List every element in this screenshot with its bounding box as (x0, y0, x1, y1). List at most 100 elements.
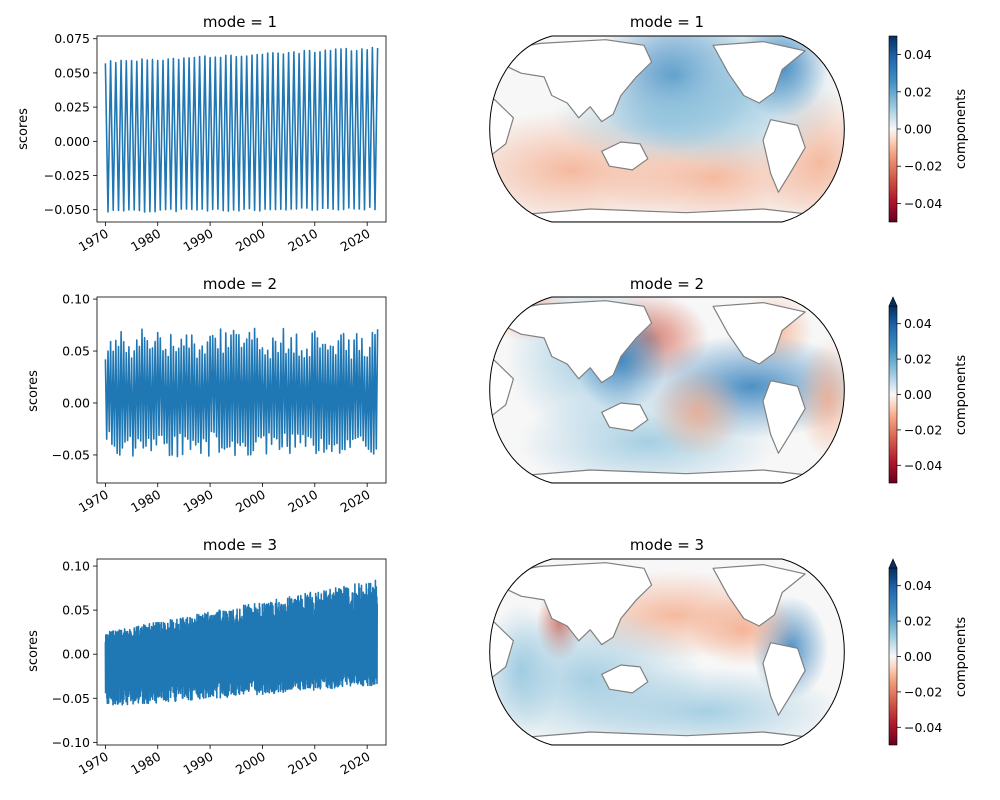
map-outline (489, 35, 845, 223)
map-outline (489, 296, 845, 484)
land-mass (601, 402, 649, 432)
colorbar-tick-label: 0.04 (904, 47, 932, 62)
y-tick-label: 0.075 (54, 31, 90, 46)
colorbar-tick-label: 0.02 (904, 352, 932, 367)
land-mass (808, 298, 841, 313)
map-outline (489, 558, 845, 746)
colorbar: 0.04 0.02 0.00 −0.02 −0.04 (888, 558, 942, 746)
scores-panel-3: mode = 3 scores −0.10 −0.05 0.00 0.05 0.10 19… (26, 536, 387, 778)
map-area (489, 558, 845, 746)
colorbar-tick-label: 0.04 (904, 316, 932, 331)
colorbar: 0.04 0.02 0.00 −0.02 −0.04 (888, 35, 942, 223)
map-title: mode = 2 (630, 275, 704, 293)
axes-frame (96, 558, 387, 746)
x-tick-label: 1980 (128, 749, 163, 778)
colorbar-tick-label: −0.04 (904, 458, 942, 473)
land-mass (762, 119, 806, 193)
x-tick-label: 2020 (338, 226, 373, 255)
scores-plot-area: −0.05 0.00 0.05 0.10 1970 1980 1990 2000 2010 202… (52, 292, 387, 516)
y-tick-label: 0.050 (54, 65, 90, 80)
scores-series-line (104, 579, 378, 706)
x-tick-label: 1990 (181, 226, 216, 255)
y-tick-label: 0.00 (62, 647, 90, 662)
land-mass (808, 37, 841, 52)
x-tick-label: 2000 (233, 749, 268, 778)
colorbar-gradient (888, 305, 898, 484)
component-map-3: mode = 3 0.04 0.02 0.00 −0.02 −0.04 componen… (489, 536, 969, 746)
x-tick-label: 1990 (181, 487, 216, 516)
y-axis-label: scores (26, 370, 41, 412)
x-tick-label: 1970 (76, 487, 111, 516)
y-tick-label: −0.050 (44, 202, 90, 217)
axes-frame (96, 296, 387, 484)
land-mass (712, 302, 806, 365)
map-area (489, 35, 845, 223)
y-tick-label: 0.05 (62, 603, 90, 618)
colorbar-label: components (954, 617, 969, 698)
colorbar-tick-label: −0.02 (904, 159, 942, 174)
scores-panel-1: mode = 1 scores −0.050 −0.025 0.000 0.025 0.… (16, 13, 387, 255)
y-tick-label: −0.10 (52, 735, 90, 750)
colorbar-extend-arrow (888, 296, 898, 307)
land-mass (489, 617, 514, 683)
land-mass (497, 300, 653, 384)
component-field (489, 559, 845, 745)
land-mass (497, 562, 653, 646)
y-tick-label: 0.10 (62, 292, 90, 307)
colorbar-label: components (954, 355, 969, 436)
anomaly-region (797, 339, 845, 459)
colorbar: 0.04 0.02 0.00 −0.02 −0.04 (888, 296, 942, 484)
y-axis-label: scores (26, 630, 41, 672)
panel-title: mode = 2 (203, 275, 277, 293)
y-tick-label: 0.000 (54, 134, 90, 149)
component-field (489, 36, 845, 222)
land-mass (712, 564, 806, 627)
land-mass (520, 208, 814, 222)
colorbar-tick-label: 0.02 (904, 84, 932, 99)
x-tick-label: 2020 (338, 749, 373, 778)
y-tick-label: −0.05 (52, 691, 90, 706)
colorbar-extend-arrow (888, 558, 898, 569)
colorbar-tick-label: 0.00 (904, 387, 932, 402)
x-tick-label: 2010 (285, 487, 320, 516)
colorbar-gradient (888, 35, 898, 223)
colorbar-tick-label: −0.02 (904, 422, 942, 437)
x-tick-label: 2000 (233, 487, 268, 516)
colorbar-tick-label: −0.04 (904, 720, 942, 735)
component-field (489, 297, 845, 483)
map-title: mode = 1 (630, 13, 704, 31)
land-mass (520, 731, 814, 745)
colorbar-tick-label: −0.02 (904, 684, 942, 699)
map-area (489, 296, 845, 484)
colorbar-tick-label: −0.04 (904, 196, 942, 211)
x-tick-label: 1990 (181, 749, 216, 778)
colorbar-tick-label: 0.02 (904, 614, 932, 629)
colorbar-tick-label: 0.00 (904, 649, 932, 664)
x-tick-label: 2020 (338, 487, 373, 516)
axes-frame (96, 35, 387, 223)
map-title: mode = 3 (630, 536, 704, 554)
x-tick-label: 1980 (128, 226, 163, 255)
scores-plot-area: −0.050 −0.025 0.000 0.025 0.050 0.075 1970 1980… (44, 31, 387, 255)
land-mass (808, 560, 841, 575)
land-mass (520, 469, 814, 483)
colorbar-tick-label: 0.04 (904, 578, 932, 593)
y-tick-label: 0.00 (62, 395, 90, 410)
y-tick-label: 0.10 (62, 559, 90, 574)
land-mass (489, 94, 514, 160)
land-mass (712, 41, 806, 104)
panel-title: mode = 3 (203, 536, 277, 554)
land-mass (601, 664, 649, 694)
scores-series-line (104, 327, 379, 458)
y-tick-label: −0.025 (44, 168, 90, 183)
x-tick-label: 1970 (76, 749, 111, 778)
scores-series-line (104, 46, 379, 213)
x-tick-label: 2010 (285, 226, 320, 255)
component-map-1: mode = 1 0.04 0.02 0.00 −0.02 −0.04 componen… (489, 13, 969, 223)
y-tick-label: 0.025 (54, 100, 90, 115)
land-mass (489, 355, 514, 421)
land-mass (497, 39, 653, 123)
x-tick-label: 1970 (76, 226, 111, 255)
colorbar-gradient (888, 567, 898, 746)
